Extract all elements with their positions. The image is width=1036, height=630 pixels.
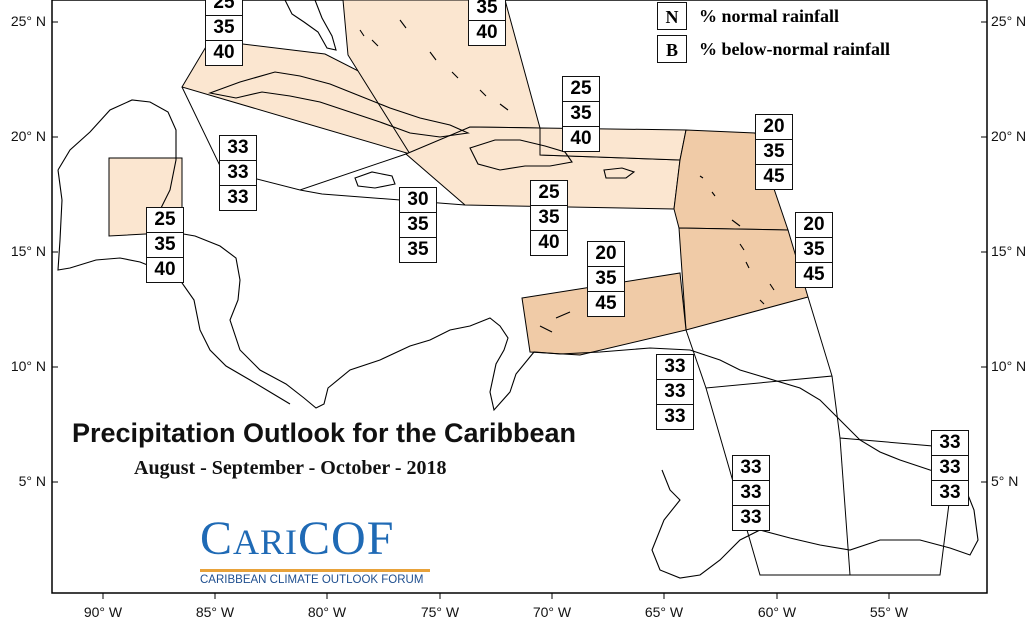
prob-below: 45: [796, 262, 832, 287]
prob-box-hispaniola: 25 35 40: [530, 180, 568, 256]
axis-ticks: [52, 21, 987, 599]
lat-label-left-10: 10° N: [10, 358, 46, 374]
lat-label-left-25: 25° N: [10, 13, 46, 29]
prob-below: 33: [220, 185, 256, 210]
prob-above: 25: [570, 78, 592, 99]
prob-above: 33: [939, 432, 961, 453]
prob-below: 33: [932, 480, 968, 505]
prob-above: 20: [763, 116, 785, 137]
lon-label-60: 60° W: [757, 604, 797, 620]
legend-label-below: % below-normal rainfall: [699, 38, 890, 59]
prob-below: 40: [469, 20, 505, 45]
prob-normal: 33: [220, 160, 256, 185]
lat-label-right-25: 25° N: [991, 13, 1027, 29]
central-america-coast: [57, 99, 979, 579]
prob-normal: 33: [932, 455, 968, 480]
lat-label-left-20: 20° N: [10, 128, 46, 144]
prob-normal: 35: [206, 15, 242, 40]
prob-box-bahamas-east: 35 40: [468, 0, 506, 46]
prob-below: 40: [563, 126, 599, 151]
prob-normal: 35: [796, 237, 832, 262]
prob-box-belize: 25 35 40: [146, 207, 184, 283]
prob-below: 40: [531, 230, 567, 255]
prob-below: 33: [657, 404, 693, 429]
cuba-coast: [207, 71, 470, 138]
caricof-logo: CARICOF CARIBBEAN CLIMATE OUTLOOK FORUM: [200, 514, 434, 586]
lat-label-right-20: 20° N: [991, 128, 1027, 144]
map-frame: [51, 0, 988, 594]
prob-box-guyana: 33 33 33: [732, 455, 770, 531]
lon-label-70: 70° W: [532, 604, 572, 620]
prob-above: 33: [740, 457, 762, 478]
prob-box-cayman: 33 33 33: [219, 135, 257, 211]
prob-box-trinidad: 33 33 33: [656, 354, 694, 430]
lat-label-left-15: 15° N: [10, 243, 46, 259]
prob-box-jamaica: 30 35 35: [399, 187, 437, 263]
prob-box-abc-islands: 20 35 45: [587, 241, 625, 317]
prob-above: 30: [407, 189, 429, 210]
lon-label-85: 85° W: [195, 604, 235, 620]
lat-label-left-5: 5° N: [18, 473, 46, 489]
zone-windward: [678, 227, 809, 331]
prob-below: 35: [400, 237, 436, 262]
prob-below: 45: [756, 164, 792, 189]
legend-below: B % below-normal rainfall: [657, 35, 890, 63]
map-title: Precipitation Outlook for the Caribbean: [72, 418, 577, 448]
legend-key-below: B: [657, 35, 687, 63]
prob-box-bahamas-west: 25 35 40: [205, 0, 243, 66]
lon-label-75: 75° W: [420, 604, 460, 620]
lon-label-80: 80° W: [307, 604, 347, 620]
prob-normal: 35: [476, 0, 498, 18]
logo-wordmark: CARICOF: [200, 514, 434, 567]
bahamas-islands: [359, 19, 509, 111]
logo-rule: [200, 569, 430, 572]
prob-below: 45: [588, 291, 624, 316]
logo-wordmark-tail: COF: [298, 512, 395, 565]
prob-normal: 35: [147, 232, 183, 257]
logo-tagline: CARIBBEAN CLIMATE OUTLOOK FORUM: [200, 574, 424, 586]
prob-above: 25: [154, 209, 176, 230]
prob-above: 25: [213, 0, 235, 13]
jamaica-coast: [354, 171, 396, 189]
legend-label-normal: % normal rainfall: [699, 5, 839, 26]
prob-above: 33: [664, 356, 686, 377]
logo-wordmark-mid: ARI: [233, 522, 299, 562]
logo-wordmark-lead: C: [200, 512, 234, 565]
lat-label-right-15: 15° N: [991, 243, 1027, 259]
prob-above: 25: [538, 182, 560, 203]
lat-label-right-10: 10° N: [991, 358, 1027, 374]
prob-above: 20: [595, 243, 617, 264]
hispaniola-coast: [469, 139, 573, 171]
prob-normal: 35: [588, 266, 624, 291]
prob-box-leeward: 20 35 45: [755, 114, 793, 190]
prob-normal: 35: [756, 139, 792, 164]
florida-coast: [284, 0, 337, 51]
prob-below: 33: [733, 505, 769, 530]
prob-box-french-guiana: 33 33 33: [931, 430, 969, 506]
prob-box-puerto-rico: 25 35 40: [562, 76, 600, 152]
lon-label-90: 90° W: [83, 604, 123, 620]
prob-normal: 35: [563, 101, 599, 126]
map-period: August - September - October - 2018: [134, 457, 447, 479]
prob-normal: 33: [733, 480, 769, 505]
prob-normal: 35: [400, 212, 436, 237]
prob-box-windward: 20 35 45: [795, 212, 833, 288]
prob-above: 20: [803, 214, 825, 235]
prob-normal: 33: [657, 379, 693, 404]
prob-below: 40: [206, 40, 242, 65]
legend-key-normal: N: [657, 2, 687, 30]
lon-label-65: 65° W: [644, 604, 684, 620]
legend-normal: N % normal rainfall: [657, 2, 839, 30]
prob-above: 33: [227, 137, 249, 158]
lat-label-right-5: 5° N: [991, 473, 1019, 489]
prob-below: 40: [147, 257, 183, 282]
lon-label-55: 55° W: [869, 604, 909, 620]
puerto-rico-coast: [603, 167, 636, 179]
prob-normal: 35: [531, 205, 567, 230]
